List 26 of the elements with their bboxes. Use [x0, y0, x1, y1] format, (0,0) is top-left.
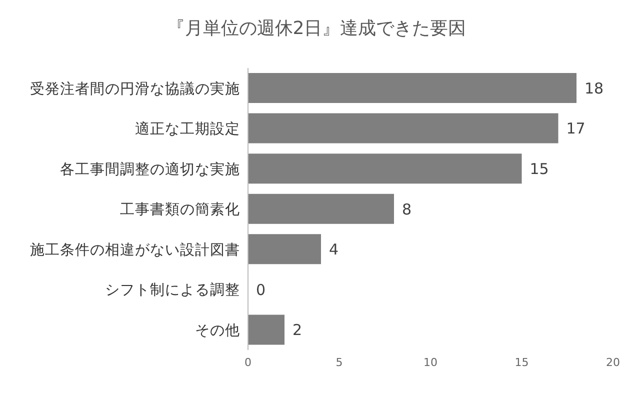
y-tick-label: 各工事間調整の適切な実施	[60, 160, 240, 178]
chart-title: 『月単位の週休2日』達成できた要因	[166, 17, 468, 41]
x-tick-label: 10	[424, 356, 438, 369]
bar	[248, 194, 394, 224]
bar	[248, 113, 558, 144]
data-label: 15	[530, 160, 549, 178]
y-tick-label: シフト制による調整	[105, 282, 240, 299]
x-tick-label: 15	[514, 356, 529, 369]
bar	[248, 234, 321, 264]
data-label: 18	[584, 79, 604, 98]
data-label: 4	[329, 240, 339, 259]
data-label: 8	[402, 200, 412, 218]
y-tick-label: その他	[195, 322, 240, 340]
bar	[248, 154, 522, 184]
x-tick-label: 0	[244, 356, 252, 369]
y-tick-label: 適正な工期設定	[135, 120, 240, 138]
x-tick-label: 5	[336, 356, 343, 369]
y-tick-label: 施工条件の相違がない設計図書	[30, 241, 240, 258]
bar	[248, 73, 576, 103]
data-label: 17	[566, 120, 586, 138]
x-tick-label: 20	[606, 356, 620, 369]
y-tick-label: 工事書類の簡素化	[120, 201, 240, 218]
data-label: 2	[292, 321, 302, 340]
bar	[248, 314, 284, 345]
data-label: 0	[256, 280, 266, 299]
y-tick-label: 受発注者間の円滑な協議の実施	[30, 80, 240, 98]
